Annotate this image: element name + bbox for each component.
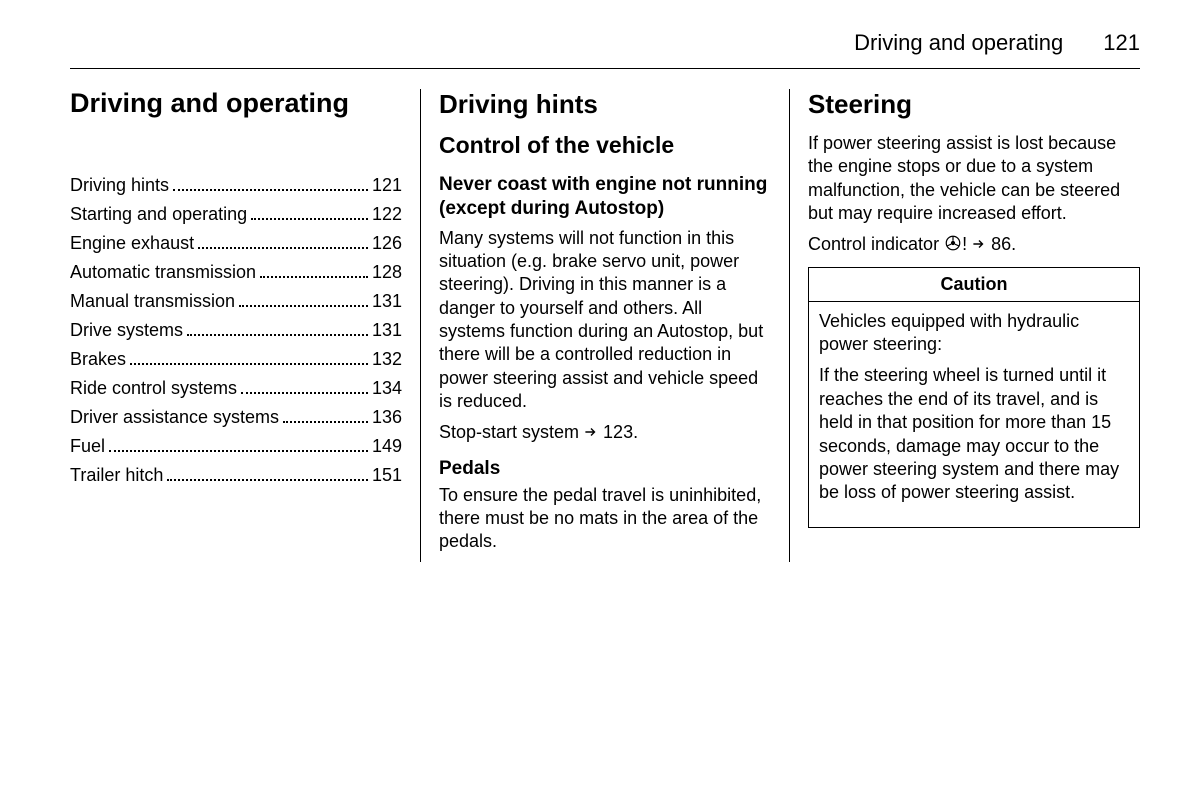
caution-title: Caution [809, 268, 1139, 302]
ref-text-post: 123. [598, 422, 638, 442]
toc-page: 132 [372, 349, 402, 370]
toc-entry: Starting and operating 122 [70, 204, 402, 225]
section-h1: Driving hints [439, 89, 771, 120]
column-driving-hints: Driving hints Control of the vehicle Nev… [420, 89, 789, 562]
steering-indicator-icon [944, 234, 962, 257]
toc-entry: Trailer hitch 151 [70, 465, 402, 486]
exclaim-icon: ! [962, 234, 972, 254]
section-h2: Control of the vehicle [439, 132, 771, 159]
toc-page: 134 [372, 378, 402, 399]
toc-dots [283, 421, 368, 423]
page-number: 121 [1103, 30, 1140, 56]
paragraph: To ensure the pedal travel is uninhibite… [439, 484, 771, 554]
toc-label: Starting and operating [70, 204, 247, 225]
toc-label: Automatic transmission [70, 262, 256, 283]
toc-dots [187, 334, 368, 336]
toc-list: Driving hints 121 Starting and operating … [70, 175, 402, 486]
toc-page: 151 [372, 465, 402, 486]
caution-box: Caution Vehicles equipped with hydraulic… [808, 267, 1140, 528]
section-h4: Pedals [439, 458, 771, 480]
column-toc: Driving and operating Driving hints 121 S… [70, 89, 420, 562]
toc-page: 149 [372, 436, 402, 457]
toc-page: 126 [372, 233, 402, 254]
toc-page: 131 [372, 291, 402, 312]
toc-page: 136 [372, 407, 402, 428]
ref-text-pre: Control indicator [808, 234, 944, 254]
toc-page: 122 [372, 204, 402, 225]
cross-reference: Control indicator ! 86. [808, 234, 1140, 257]
column-steering: Steering If power steering assist is los… [789, 89, 1140, 562]
ref-text-pre: Stop-start system [439, 422, 584, 442]
ref-text-post: 86. [986, 234, 1016, 254]
toc-dots [173, 189, 368, 191]
toc-entry: Engine exhaust 126 [70, 233, 402, 254]
toc-entry: Brakes 132 [70, 349, 402, 370]
reference-arrow-icon [972, 235, 986, 256]
paragraph: If power steering assist is lost because… [808, 132, 1140, 226]
content-columns: Driving and operating Driving hints 121 S… [70, 89, 1140, 562]
toc-entry: Driving hints 121 [70, 175, 402, 196]
toc-dots [251, 218, 368, 220]
page-header: Driving and operating 121 [70, 30, 1140, 69]
toc-entry: Manual transmission 131 [70, 291, 402, 312]
toc-entry: Drive systems 131 [70, 320, 402, 341]
toc-label: Driving hints [70, 175, 169, 196]
toc-entry: Automatic transmission 128 [70, 262, 402, 283]
caution-paragraph: If the steering wheel is turned until it… [819, 364, 1129, 504]
paragraph: Many systems will not function in this s… [439, 227, 771, 414]
section-h1: Steering [808, 89, 1140, 120]
toc-dots [260, 276, 368, 278]
toc-entry: Ride control systems 134 [70, 378, 402, 399]
toc-label: Manual transmission [70, 291, 235, 312]
toc-entry: Fuel 149 [70, 436, 402, 457]
toc-page: 131 [372, 320, 402, 341]
chapter-title: Driving and operating [70, 89, 402, 119]
toc-label: Fuel [70, 436, 105, 457]
toc-dots [109, 450, 368, 452]
toc-dots [198, 247, 368, 249]
toc-label: Driver assistance systems [70, 407, 279, 428]
toc-page: 128 [372, 262, 402, 283]
cross-reference: Stop-start system 123. [439, 422, 771, 444]
toc-label: Drive systems [70, 320, 183, 341]
toc-label: Trailer hitch [70, 465, 163, 486]
toc-page: 121 [372, 175, 402, 196]
caution-paragraph: Vehicles equipped with hydraulic power s… [819, 310, 1129, 357]
toc-dots [130, 363, 368, 365]
toc-dots [167, 479, 368, 481]
caution-body: Vehicles equipped with hydraulic power s… [809, 302, 1139, 527]
toc-label: Ride control systems [70, 378, 237, 399]
header-title: Driving and operating [854, 30, 1063, 56]
toc-label: Brakes [70, 349, 126, 370]
reference-arrow-icon [584, 423, 598, 444]
toc-entry: Driver assistance systems 136 [70, 407, 402, 428]
toc-label: Engine exhaust [70, 233, 194, 254]
toc-dots [241, 392, 368, 394]
toc-dots [239, 305, 368, 307]
section-h3: Never coast with engine not running (exc… [439, 173, 771, 221]
